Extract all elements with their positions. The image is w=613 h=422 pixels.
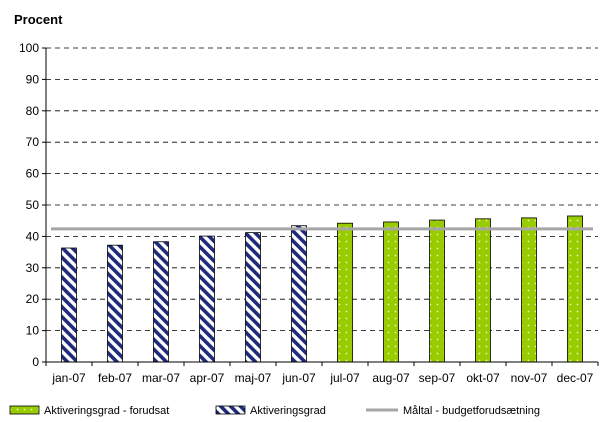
x-tick-label: mar-07 xyxy=(142,371,180,385)
bar-sep-07 xyxy=(429,219,445,363)
legend-label-forudsat: Aktiveringsgrad - forudsat xyxy=(44,405,169,417)
y-tick-label: 0 xyxy=(32,355,39,369)
bar-jan-07 xyxy=(61,247,77,363)
y-tick-label: 10 xyxy=(26,324,40,338)
y-tick-label: 60 xyxy=(26,167,40,181)
legend: Aktiveringsgrad - forudsat Aktiveringsgr… xyxy=(9,405,540,417)
y-tick-labels: 0 10 20 30 40 50 60 70 80 90 100 xyxy=(19,41,39,369)
gridlines xyxy=(46,47,598,332)
x-tick-label: sep-07 xyxy=(419,371,456,385)
x-tick-labels: jan-07 feb-07 mar-07 apr-07 maj-07 jun-07 jul-… xyxy=(51,371,593,385)
x-tick-label: dec-07 xyxy=(557,371,594,385)
x-tick-label: jun-07 xyxy=(281,371,316,385)
bar-mar-07 xyxy=(153,241,169,363)
y-tick-label: 50 xyxy=(26,198,40,212)
y-tick-label: 20 xyxy=(26,292,40,306)
y-tick-label: 100 xyxy=(19,41,39,55)
bar-nov-07 xyxy=(521,217,537,363)
x-tick-label: jul-07 xyxy=(329,371,360,385)
y-tick-label: 70 xyxy=(26,135,40,149)
bar-jun-07 xyxy=(291,225,307,363)
bar-maj-07 xyxy=(245,232,261,363)
x-tick-label: apr-07 xyxy=(190,371,225,385)
bar-aug-07 xyxy=(383,221,399,363)
x-tick-label: aug-07 xyxy=(372,371,410,385)
legend-label-maaltal: Måltal - budgetforudsætning xyxy=(403,405,540,417)
axes xyxy=(42,47,599,366)
x-tick-label: maj-07 xyxy=(235,371,272,385)
legend-label-aktiveringsgrad: Aktiveringsgrad xyxy=(250,405,326,417)
bar-apr-07 xyxy=(199,235,215,363)
x-tick-label: nov-07 xyxy=(511,371,548,385)
x-tick-label: jan-07 xyxy=(51,371,86,385)
x-tick-label: okt-07 xyxy=(466,371,500,385)
legend-swatch-forudsat xyxy=(9,405,40,415)
y-axis-title: Procent xyxy=(14,12,63,27)
y-tick-label: 80 xyxy=(26,104,40,118)
y-tick-label: 40 xyxy=(26,229,40,243)
y-tick-label: 30 xyxy=(26,261,40,275)
x-tick-label: feb-07 xyxy=(98,371,132,385)
bars xyxy=(61,215,583,363)
bar-jul-07 xyxy=(337,222,353,363)
bar-feb-07 xyxy=(107,244,123,363)
bar-okt-07 xyxy=(475,218,491,363)
legend-swatch-aktiveringsgrad xyxy=(215,405,246,415)
bar-dec-07 xyxy=(567,215,583,363)
y-tick-label: 90 xyxy=(26,72,40,86)
